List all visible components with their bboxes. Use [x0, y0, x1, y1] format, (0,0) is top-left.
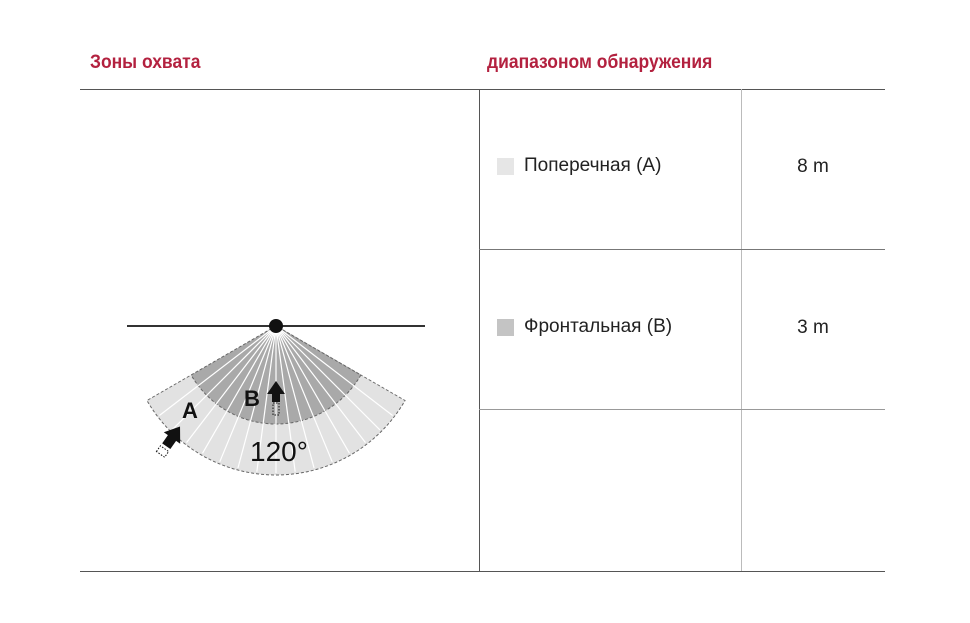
zone-a-label: A — [182, 398, 198, 423]
zones-heading: Зоны охвата — [90, 52, 201, 73]
swatch-zone-a — [497, 157, 514, 175]
row-value: 3 m — [797, 317, 829, 338]
detection-ray — [256, 325, 277, 472]
detection-ray — [201, 325, 277, 454]
detection-ray — [219, 325, 277, 463]
swatch-zone-b — [497, 318, 514, 336]
top-rule — [80, 89, 885, 90]
row-label: Фронтальная (B) — [524, 316, 673, 337]
angle-label: 120° — [250, 436, 308, 467]
detection-ray — [275, 325, 333, 463]
detection-ray — [275, 325, 296, 472]
arrow-a-icon — [155, 426, 181, 458]
detection-ray — [171, 325, 277, 431]
detection-ray — [186, 325, 277, 443]
detection-ray — [275, 325, 381, 431]
arrow-b-icon — [267, 381, 285, 416]
detection-ray — [275, 325, 393, 416]
detection-ray — [275, 325, 351, 454]
row-divider — [479, 409, 885, 410]
row-divider — [479, 249, 885, 250]
table-row-label: Поперечная (A) — [497, 155, 661, 177]
row-label: Поперечная (A) — [524, 155, 662, 176]
table-row-label: Фронтальная (B) — [497, 316, 672, 338]
range-heading: диапазоном обнаружения — [487, 52, 713, 73]
detection-ray — [275, 325, 366, 443]
detection-ray — [237, 325, 277, 469]
zone-b-label: B — [244, 386, 260, 411]
value-divider — [741, 89, 742, 571]
detection-ray — [159, 325, 277, 416]
column-divider — [479, 89, 480, 571]
row-value: 8 m — [797, 156, 829, 177]
sensor-icon — [269, 319, 283, 333]
detection-ray — [275, 325, 315, 469]
bottom-rule — [80, 571, 885, 572]
